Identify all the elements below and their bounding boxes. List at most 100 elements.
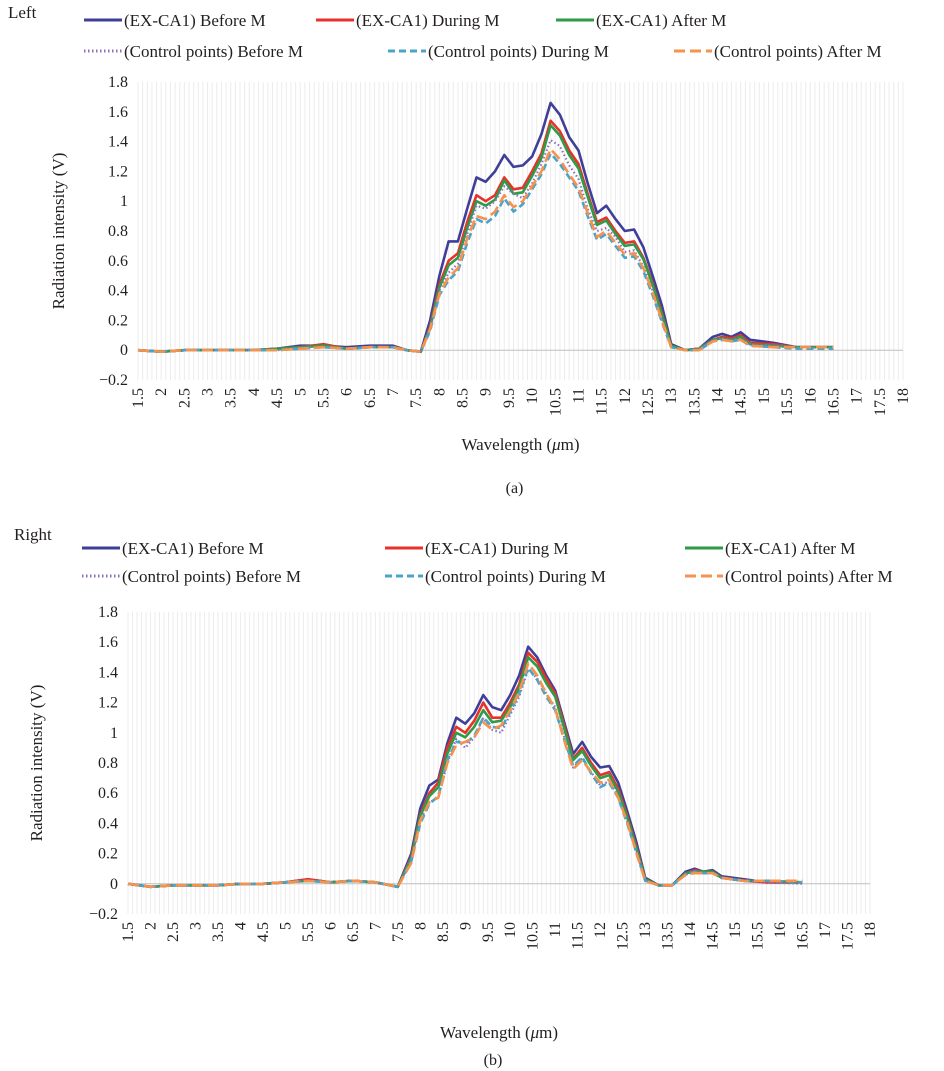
x-tick-label: 5 (277, 922, 294, 930)
x-tick-label: 13 (637, 922, 654, 938)
x-tick-label: 4.5 (255, 922, 272, 942)
legend-label: (EX-CA1) During M (356, 11, 500, 30)
x-tick-label: 2 (153, 388, 170, 396)
x-tick-label: 8.5 (435, 922, 452, 942)
x-tick-label: 18 (862, 922, 879, 938)
x-axis-label: Wavelength (μm) (440, 1023, 558, 1042)
x-tick-label: 18 (895, 388, 912, 404)
x-tick-label: 11.5 (570, 922, 587, 949)
x-tick-label: 4 (232, 922, 249, 930)
chart-panel-right: Right −0.2 0 0.2 0.4 0.6 0.8 1 1.2 1.4 1.6 1.8 1.5 2 2… (0, 520, 944, 1071)
x-axis-label-unit: μ (530, 1023, 540, 1042)
x-tick-label: 4 (246, 388, 263, 396)
y-axis-label: Radiation intensity (V) (27, 685, 46, 842)
x-tick-label: 15.5 (779, 388, 796, 416)
x-tick-label: 7.5 (408, 388, 425, 408)
x-tick-label: 8.5 (455, 388, 472, 408)
y-tick-label: 0.4 (108, 283, 128, 300)
legend-label: (Control points) After M (725, 567, 893, 586)
x-tick-label: 2 (142, 922, 159, 930)
x-axis-label-end: m) (539, 1023, 558, 1042)
x-tick-label: 6.5 (362, 388, 379, 408)
y-tick-label: 1.2 (108, 163, 128, 180)
x-tick-label: 1.5 (120, 922, 137, 942)
x-tick-label: 6.5 (345, 922, 362, 942)
x-tick-label: 3 (187, 922, 204, 930)
x-tick-label: 2.5 (176, 388, 193, 408)
x-tick-label: 2.5 (165, 922, 182, 942)
y-tick-label: 1 (110, 725, 118, 742)
y-tick-label: −0.2 (89, 906, 118, 923)
panel-corner-label: Left (8, 3, 37, 22)
x-tick-label: 14.5 (733, 388, 750, 416)
x-tick-label: 17 (849, 388, 866, 404)
y-tick-label: 1.4 (98, 664, 118, 681)
x-tick-label: 17 (817, 922, 834, 938)
x-tick-label: 15.5 (750, 922, 767, 950)
x-tick-label: 12 (617, 388, 634, 404)
x-tick-label: 13.5 (660, 922, 677, 950)
x-tick-label: 7 (367, 922, 384, 930)
x-tick-label: 13 (663, 388, 680, 404)
x-tick-label: 1.5 (130, 388, 147, 408)
y-tick-label: 0.2 (108, 312, 128, 329)
x-tick-label: 12.5 (615, 922, 632, 950)
x-tick-label: 9.5 (480, 922, 497, 942)
x-axis-label-end: m) (561, 435, 580, 454)
y-tick-label: 0.4 (98, 815, 118, 832)
x-tick-label: 3.5 (210, 922, 227, 942)
x-tick-label: 3 (200, 388, 217, 396)
x-tick-label: 15 (727, 922, 744, 938)
x-tick-label: 14 (710, 388, 727, 404)
y-tick-label: 0.2 (98, 846, 118, 863)
figure-caption: (b) (484, 1052, 503, 1069)
x-axis-label-main: Wavelength ( (440, 1023, 531, 1042)
x-tick-label: 5.5 (315, 388, 332, 408)
y-tick-label: 0.8 (108, 223, 128, 240)
x-axis-label-main: Wavelength ( (461, 435, 552, 454)
figure-caption: (a) (506, 480, 524, 497)
chart-panel-left: Left −0.2 0 0.2 0.4 0.6 0.8 1 1.2 1.4 1.6 1.8 1.5 2 2.… (0, 0, 944, 505)
legend-label: (Control points) After M (714, 42, 882, 61)
y-tick-label: 1.4 (108, 134, 128, 151)
legend-label: (EX-CA1) During M (425, 539, 569, 558)
x-tick-label: 12.5 (640, 388, 657, 416)
x-tick-label: 8 (412, 922, 429, 930)
x-tick-label: 5 (292, 388, 309, 396)
chart-right-svg: Right −0.2 0 0.2 0.4 0.6 0.8 1 1.2 1.4 1.6 1.8 1.5 2 2… (14, 525, 893, 1069)
x-tick-label: 6 (322, 922, 339, 930)
series-line (137, 147, 834, 354)
x-tick-label: 4.5 (269, 388, 286, 408)
x-tick-label: 7 (385, 388, 402, 396)
x-tick-label: 13.5 (686, 388, 703, 416)
x-tick-label: 11 (547, 922, 564, 937)
x-tick-label: 8 (431, 388, 448, 396)
x-tick-label: 16 (772, 922, 789, 938)
y-tick-label: 0 (120, 342, 128, 359)
x-tick-label: 17.5 (840, 922, 857, 950)
legend-label: (EX-CA1) After M (596, 11, 726, 30)
x-axis-label: Wavelength (μm) (461, 435, 579, 454)
x-tick-label: 10 (524, 388, 541, 404)
x-tick-label: 6 (339, 388, 356, 396)
panel-corner-label: Right (14, 525, 52, 544)
x-tick-label: 9.5 (501, 388, 518, 408)
x-tick-label: 16.5 (825, 388, 842, 416)
legend-label: (Control points) Before M (122, 567, 301, 586)
y-tick-label: 0.6 (98, 785, 118, 802)
legend-label: (Control points) During M (428, 42, 609, 61)
y-tick-label: 1.8 (98, 604, 118, 621)
y-tick-label: 0.6 (108, 253, 128, 270)
x-tick-label: 14 (682, 922, 699, 938)
x-tick-label: 10.5 (525, 922, 542, 950)
x-tick-label: 3.5 (223, 388, 240, 408)
legend-label: (EX-CA1) After M (725, 539, 855, 558)
x-axis-label-unit: μ (551, 435, 561, 454)
gridlines (137, 82, 904, 380)
x-tick-label: 10 (502, 922, 519, 938)
x-tick-label: 16 (802, 388, 819, 404)
x-tick-label: 14.5 (705, 922, 722, 950)
y-tick-label: 0.8 (98, 755, 118, 772)
x-tick-label: 16.5 (795, 922, 812, 950)
series-line (127, 662, 803, 889)
